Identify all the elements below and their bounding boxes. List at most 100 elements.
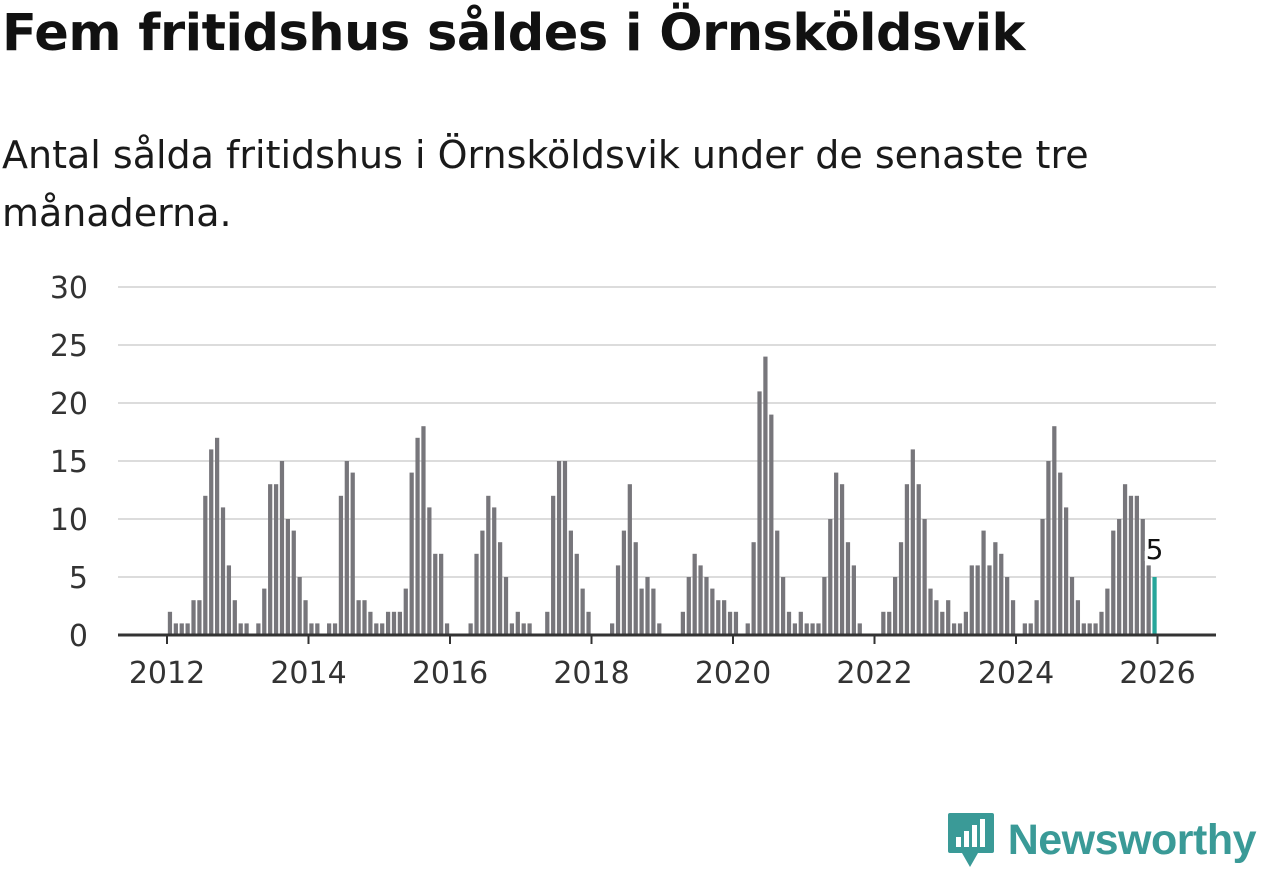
bar bbox=[1052, 426, 1057, 635]
bar bbox=[940, 611, 945, 635]
bar bbox=[987, 565, 992, 635]
bar bbox=[409, 472, 414, 635]
bar bbox=[574, 553, 579, 635]
bar bbox=[480, 530, 485, 635]
bar bbox=[751, 542, 756, 635]
bar bbox=[238, 623, 243, 635]
bar bbox=[716, 600, 721, 635]
bar bbox=[922, 519, 927, 635]
bar bbox=[1069, 577, 1075, 635]
bar bbox=[562, 461, 568, 635]
bar bbox=[727, 611, 733, 635]
bar bbox=[975, 565, 980, 635]
bar bbox=[639, 588, 644, 635]
bar bbox=[433, 553, 438, 635]
bar bbox=[1040, 519, 1045, 635]
bar-chart: 0 5 10 15 20 25 30 2012 2014 2016 2018 2020 2022 202… bbox=[50, 271, 1216, 691]
bar bbox=[327, 623, 332, 635]
bar bbox=[822, 577, 827, 635]
bar bbox=[946, 600, 951, 635]
bar bbox=[627, 484, 632, 635]
bar bbox=[385, 611, 391, 635]
brand-logo: Newsworthy bbox=[946, 811, 1257, 869]
x-axis: 2012 2014 2016 2018 2020 2022 2024 2026 bbox=[118, 633, 1216, 691]
bar bbox=[1099, 611, 1104, 635]
bar bbox=[497, 542, 503, 635]
bar bbox=[993, 542, 998, 635]
bar bbox=[1122, 484, 1128, 635]
bar bbox=[167, 611, 173, 635]
bar bbox=[887, 611, 892, 635]
bar bbox=[173, 623, 178, 635]
bar bbox=[928, 588, 933, 635]
x-tick-label: 2012 bbox=[129, 656, 205, 691]
bar bbox=[556, 461, 562, 635]
bar bbox=[226, 565, 232, 635]
bar bbox=[763, 356, 768, 635]
bar bbox=[285, 519, 290, 635]
bar bbox=[1134, 495, 1139, 635]
bar bbox=[621, 530, 627, 635]
bar bbox=[1146, 565, 1151, 635]
bar bbox=[633, 542, 638, 635]
bar bbox=[297, 577, 302, 635]
bar bbox=[444, 623, 450, 635]
bar bbox=[338, 495, 344, 635]
bar bbox=[769, 414, 774, 635]
page-subtitle: Antal sålda fritidshus i Örnsköldsvik un… bbox=[2, 133, 1089, 235]
bar bbox=[851, 565, 856, 635]
bar bbox=[403, 588, 408, 635]
bar bbox=[1063, 507, 1069, 635]
bar-latest bbox=[1152, 577, 1157, 635]
bar bbox=[527, 623, 532, 635]
bar bbox=[315, 623, 320, 635]
bar bbox=[745, 623, 750, 635]
bar bbox=[1117, 519, 1122, 635]
bar bbox=[1111, 530, 1116, 635]
x-tick-label: 2024 bbox=[978, 656, 1054, 691]
bar bbox=[951, 623, 957, 635]
bar bbox=[503, 577, 509, 635]
bar bbox=[220, 507, 226, 635]
bar bbox=[303, 600, 308, 635]
bar bbox=[610, 623, 615, 635]
bar bbox=[881, 611, 886, 635]
bar bbox=[421, 426, 426, 635]
bar bbox=[262, 588, 267, 635]
x-tick-label: 2014 bbox=[270, 656, 346, 691]
bar bbox=[775, 530, 780, 635]
bar bbox=[1075, 600, 1081, 635]
bar bbox=[786, 611, 792, 635]
bar bbox=[232, 600, 237, 635]
bar bbox=[568, 530, 573, 635]
bar bbox=[415, 437, 420, 635]
bar bbox=[209, 449, 214, 635]
bar bbox=[344, 461, 349, 635]
newsworthy-logo-icon bbox=[947, 813, 994, 867]
bar bbox=[999, 553, 1004, 635]
bar bbox=[828, 519, 833, 635]
y-tick-label: 15 bbox=[50, 445, 88, 480]
bar bbox=[722, 600, 727, 635]
x-tick-label: 2020 bbox=[695, 656, 771, 691]
bar bbox=[810, 623, 815, 635]
bar bbox=[545, 611, 550, 635]
bar bbox=[439, 553, 444, 635]
bar bbox=[391, 611, 397, 635]
bar bbox=[934, 600, 939, 635]
bar bbox=[798, 611, 803, 635]
bar bbox=[834, 472, 839, 635]
bar bbox=[857, 623, 862, 635]
bar bbox=[362, 600, 367, 635]
bar bbox=[214, 437, 220, 635]
x-tick-label: 2016 bbox=[412, 656, 488, 691]
bar bbox=[657, 623, 662, 635]
bar bbox=[256, 623, 261, 635]
bar bbox=[356, 600, 361, 635]
bar bbox=[615, 565, 621, 635]
bar bbox=[710, 588, 715, 635]
bar bbox=[1105, 588, 1110, 635]
bar bbox=[1058, 472, 1063, 635]
x-tick-label: 2018 bbox=[553, 656, 629, 691]
bar bbox=[651, 588, 656, 635]
